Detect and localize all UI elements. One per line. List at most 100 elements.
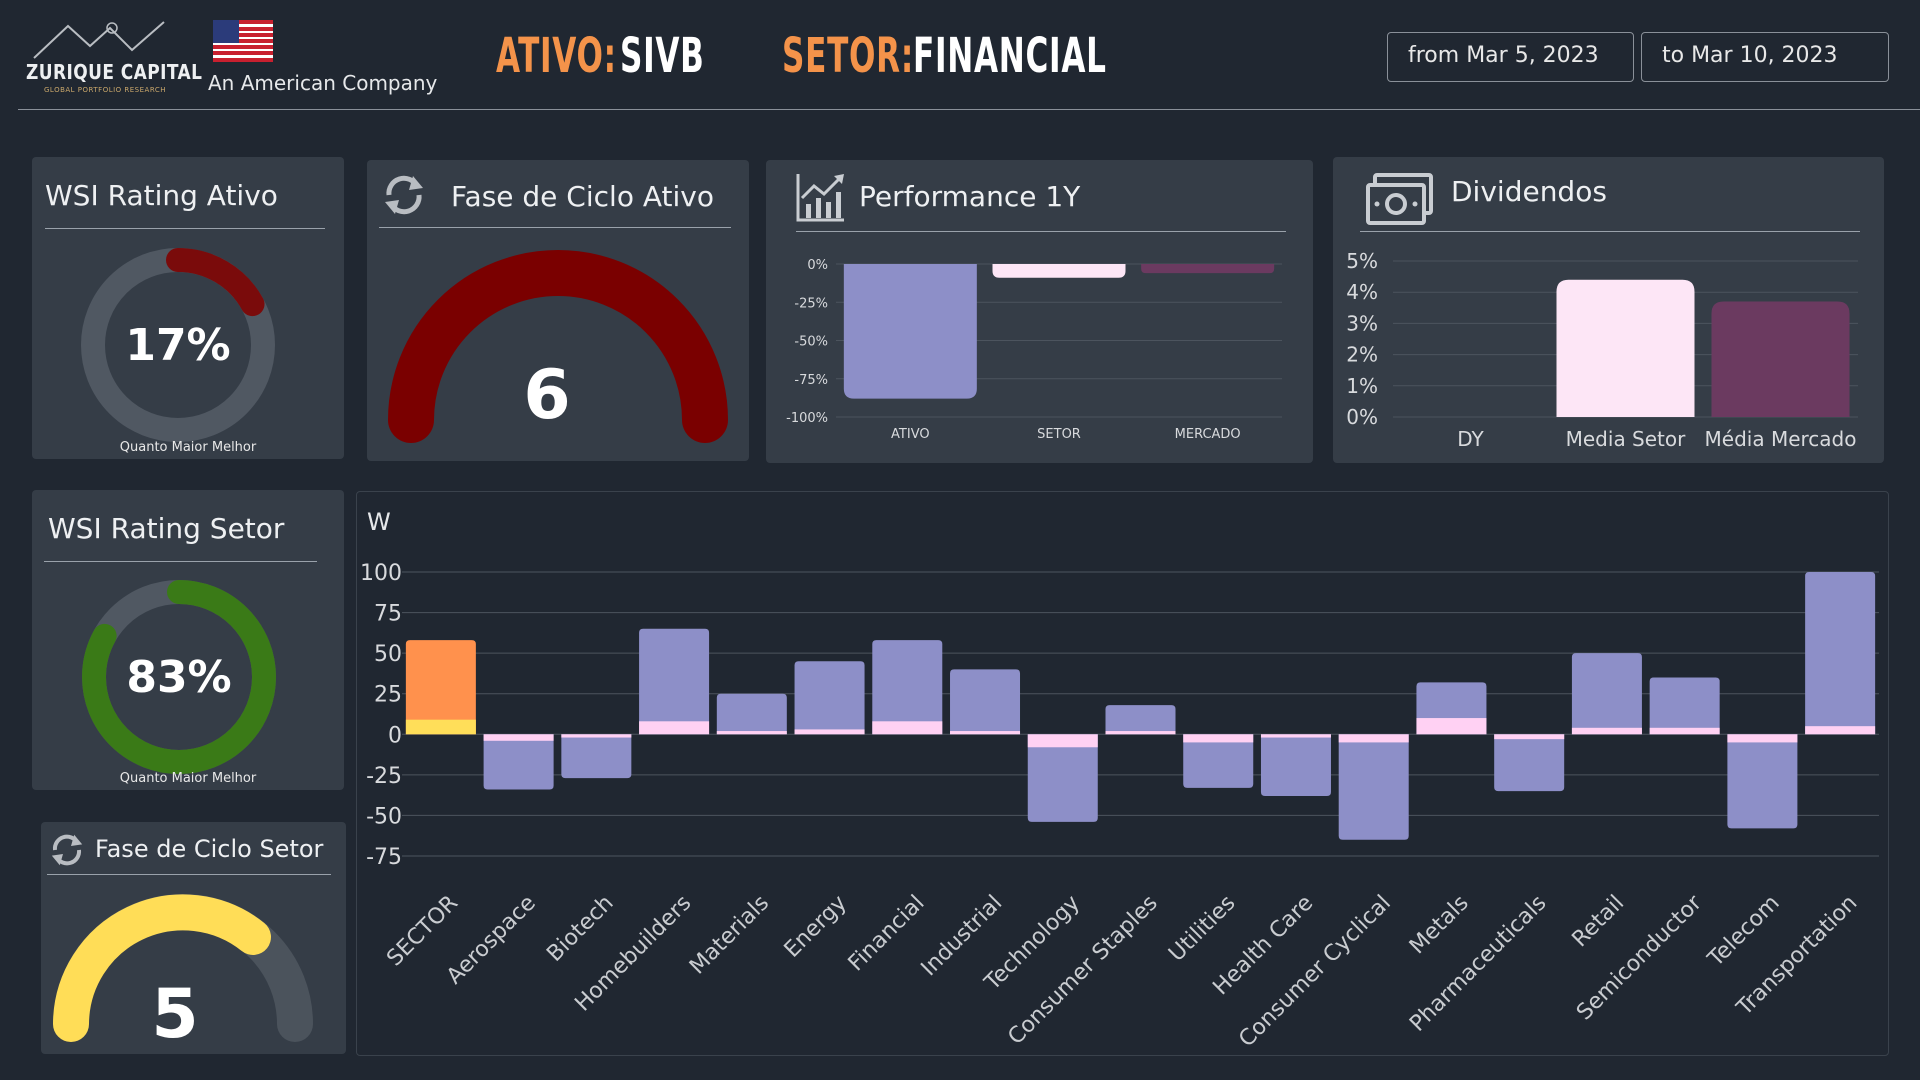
bar-total bbox=[1494, 734, 1565, 792]
bar-change bbox=[1727, 734, 1798, 743]
fase-ciclo-ativo-card: Fase de Ciclo Ativo 6 bbox=[367, 160, 749, 461]
bar-change bbox=[950, 731, 1021, 735]
card-title: Performance 1Y bbox=[859, 180, 1081, 213]
y-tick-label: -100% bbox=[786, 411, 828, 426]
y-tick-label: -25% bbox=[794, 296, 828, 311]
bar-total bbox=[483, 734, 554, 790]
x-tick-label: ATIVO bbox=[891, 427, 930, 442]
bar-change bbox=[716, 731, 787, 735]
bar-change bbox=[1416, 718, 1487, 735]
bar-total bbox=[872, 640, 943, 735]
donut-caption: Quanto Maior Melhor bbox=[119, 771, 257, 786]
donut-value-arc bbox=[81, 248, 275, 442]
x-tick-label: Metals bbox=[1405, 891, 1474, 960]
bar-change bbox=[1183, 734, 1254, 743]
y-tick-label: 0 bbox=[388, 723, 402, 748]
y-tick-label: 3% bbox=[1346, 311, 1378, 335]
setor-value: FINANCIAL bbox=[913, 28, 1107, 84]
logo-mountain-icon bbox=[33, 21, 165, 59]
title-divider bbox=[44, 561, 317, 562]
x-tick-label: Energy bbox=[780, 891, 852, 963]
x-tick-label: Consumer Cyclical bbox=[1234, 891, 1396, 1053]
us-flag-icon bbox=[213, 20, 273, 62]
wsi-ativo-donut: 17% bbox=[81, 248, 275, 442]
dividendos-card: Dividendos 0% 1% 2% 3% 4% 5% DY Media Setor Médi… bbox=[1333, 157, 1884, 463]
wsi-setor-donut: 83% bbox=[82, 580, 276, 774]
bar-total bbox=[950, 669, 1021, 735]
sectors-chart-card: W 100 75 50 25 0 -25 -50 -75 SECTOR Aerospace Biote… bbox=[356, 491, 1889, 1056]
bar-change bbox=[872, 721, 943, 735]
ciclo-ativo-gauge: 6 bbox=[388, 250, 728, 443]
x-tick-label: Pharmaceuticals bbox=[1405, 891, 1551, 1037]
gauge-arc bbox=[53, 894, 271, 1042]
bar-change bbox=[1571, 727, 1642, 735]
y-tick-label: 25 bbox=[374, 683, 402, 708]
y-tick-label: 2% bbox=[1346, 343, 1378, 367]
bar-total bbox=[1183, 734, 1254, 788]
ciclo-setor-gauge: 5 bbox=[53, 894, 313, 1054]
bar-total bbox=[1338, 734, 1409, 840]
bar-change bbox=[1805, 726, 1876, 735]
header-divider bbox=[18, 109, 1920, 110]
logo-subtitle: GLOBAL PORTFOLIO RESEARCH bbox=[44, 86, 167, 94]
y-tick-label: -50% bbox=[794, 335, 828, 350]
wsi-rating-setor-card: WSI Rating Setor 83% Quanto Maior Melhor bbox=[32, 490, 344, 790]
x-tick-label: Consumer Staples bbox=[1003, 891, 1162, 1050]
x-tick-label: MERCADO bbox=[1175, 427, 1241, 442]
donut-value-arc bbox=[82, 580, 276, 774]
y-tick-label: -25 bbox=[366, 764, 402, 789]
x-tick-label: SETOR bbox=[1037, 427, 1081, 442]
date-from-field[interactable]: from Mar 5, 2023 bbox=[1387, 32, 1634, 82]
bar-change bbox=[794, 729, 865, 735]
bar-total bbox=[1105, 705, 1176, 735]
y-tick-label: 75 bbox=[374, 602, 402, 627]
bar-total bbox=[639, 628, 710, 735]
bar-change bbox=[561, 734, 632, 738]
title-divider bbox=[1360, 231, 1860, 232]
bar-media-setor bbox=[1556, 279, 1695, 417]
ciclo-setor-value: 5 bbox=[151, 975, 198, 1054]
x-tick-label: Media Setor bbox=[1566, 427, 1687, 451]
y-tick-label: -75% bbox=[794, 373, 828, 388]
bar-total bbox=[794, 661, 865, 735]
logo-name: ZURIQUE CAPITAL bbox=[26, 60, 203, 84]
bar-change bbox=[1105, 731, 1176, 735]
x-tick-label: Utilities bbox=[1164, 891, 1240, 967]
x-tick-label: DY bbox=[1457, 427, 1484, 451]
bar-total bbox=[561, 734, 632, 779]
y-tick-label: 5% bbox=[1346, 249, 1378, 273]
ciclo-ativo-value: 6 bbox=[523, 356, 570, 435]
y-tick-label: -75 bbox=[366, 845, 402, 870]
bar-change bbox=[639, 721, 710, 735]
date-to-field[interactable]: to Mar 10, 2023 bbox=[1641, 32, 1889, 82]
ativo-label: ATIVO: bbox=[496, 28, 617, 84]
chart-title: W bbox=[367, 508, 391, 536]
title-divider bbox=[796, 231, 1286, 232]
fase-ciclo-setor-card: Fase de Ciclo Setor 5 bbox=[41, 822, 346, 1054]
gauge-arc bbox=[388, 250, 728, 443]
title-divider bbox=[47, 874, 331, 875]
bar-total bbox=[1649, 677, 1720, 735]
bar-total bbox=[1027, 734, 1098, 822]
title-divider bbox=[45, 228, 325, 229]
card-title: Fase de Ciclo Ativo bbox=[451, 180, 714, 213]
y-tick-label: 1% bbox=[1346, 374, 1378, 398]
y-tick-label: 50 bbox=[374, 642, 402, 667]
bar-change bbox=[1027, 734, 1098, 748]
x-tick-label: Média Mercado bbox=[1705, 427, 1857, 451]
bar-mercado bbox=[1141, 264, 1275, 274]
bar-total bbox=[1805, 572, 1876, 735]
x-tick-label: Biotech bbox=[542, 891, 618, 967]
bar-change bbox=[1649, 727, 1720, 735]
card-title: WSI Rating Setor bbox=[48, 512, 285, 545]
bar-total bbox=[1571, 653, 1642, 735]
bar-change bbox=[405, 719, 476, 735]
bar-change bbox=[1260, 734, 1331, 738]
card-title: Fase de Ciclo Setor bbox=[95, 835, 324, 863]
title-divider bbox=[379, 227, 731, 228]
y-tick-label: -50 bbox=[366, 804, 402, 829]
bar-setor bbox=[992, 264, 1126, 278]
performance-card: Performance 1Y 0% -25% -50% -75% -100% ATIVO S… bbox=[766, 160, 1313, 463]
bar-total bbox=[1260, 734, 1331, 796]
